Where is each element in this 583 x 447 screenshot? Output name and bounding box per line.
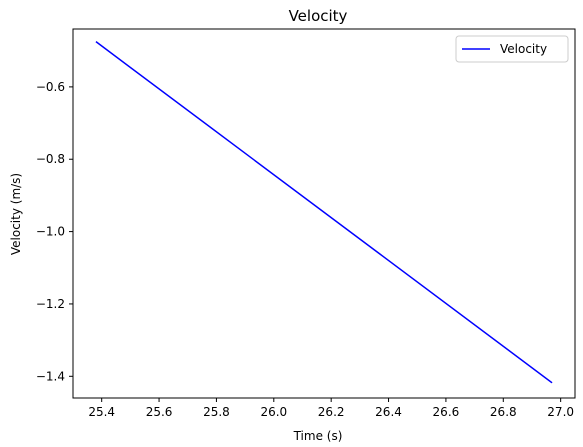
y-tick-label: −0.6	[36, 80, 65, 94]
y-tick-label: −1.0	[36, 225, 65, 239]
x-tick-label: 26.0	[260, 405, 287, 419]
x-tick-label: 26.6	[433, 405, 460, 419]
chart-title: Velocity	[289, 7, 348, 25]
y-axis: −0.6 −0.8 −1.0 −1.2 −1.4	[36, 80, 73, 383]
y-tick-label: −0.8	[36, 152, 65, 166]
y-axis-label: Velocity (m/s)	[9, 173, 23, 255]
x-tick-label: 26.4	[375, 405, 402, 419]
legend-box	[455, 35, 569, 63]
series-line-velocity	[95, 41, 553, 384]
x-tick-label: 25.4	[88, 405, 115, 419]
plot-area	[95, 41, 553, 384]
plot-frame	[72, 28, 576, 399]
legend-label: Velocity	[500, 42, 547, 56]
x-tick-label: 25.8	[203, 405, 230, 419]
y-tick-label: −1.4	[36, 369, 65, 383]
legend: Velocity	[455, 35, 569, 63]
y-tick-label: −1.2	[36, 297, 65, 311]
x-tick-label: 26.2	[318, 405, 345, 419]
x-tick-label: 27.0	[547, 405, 574, 419]
x-tick-label: 26.8	[490, 405, 517, 419]
x-axis-label: Time (s)	[293, 429, 343, 443]
x-tick-label: 25.6	[146, 405, 173, 419]
x-axis: 25.4 25.6 25.8 26.0 26.2 26.4 26.6 26.8 27.0	[88, 398, 574, 419]
